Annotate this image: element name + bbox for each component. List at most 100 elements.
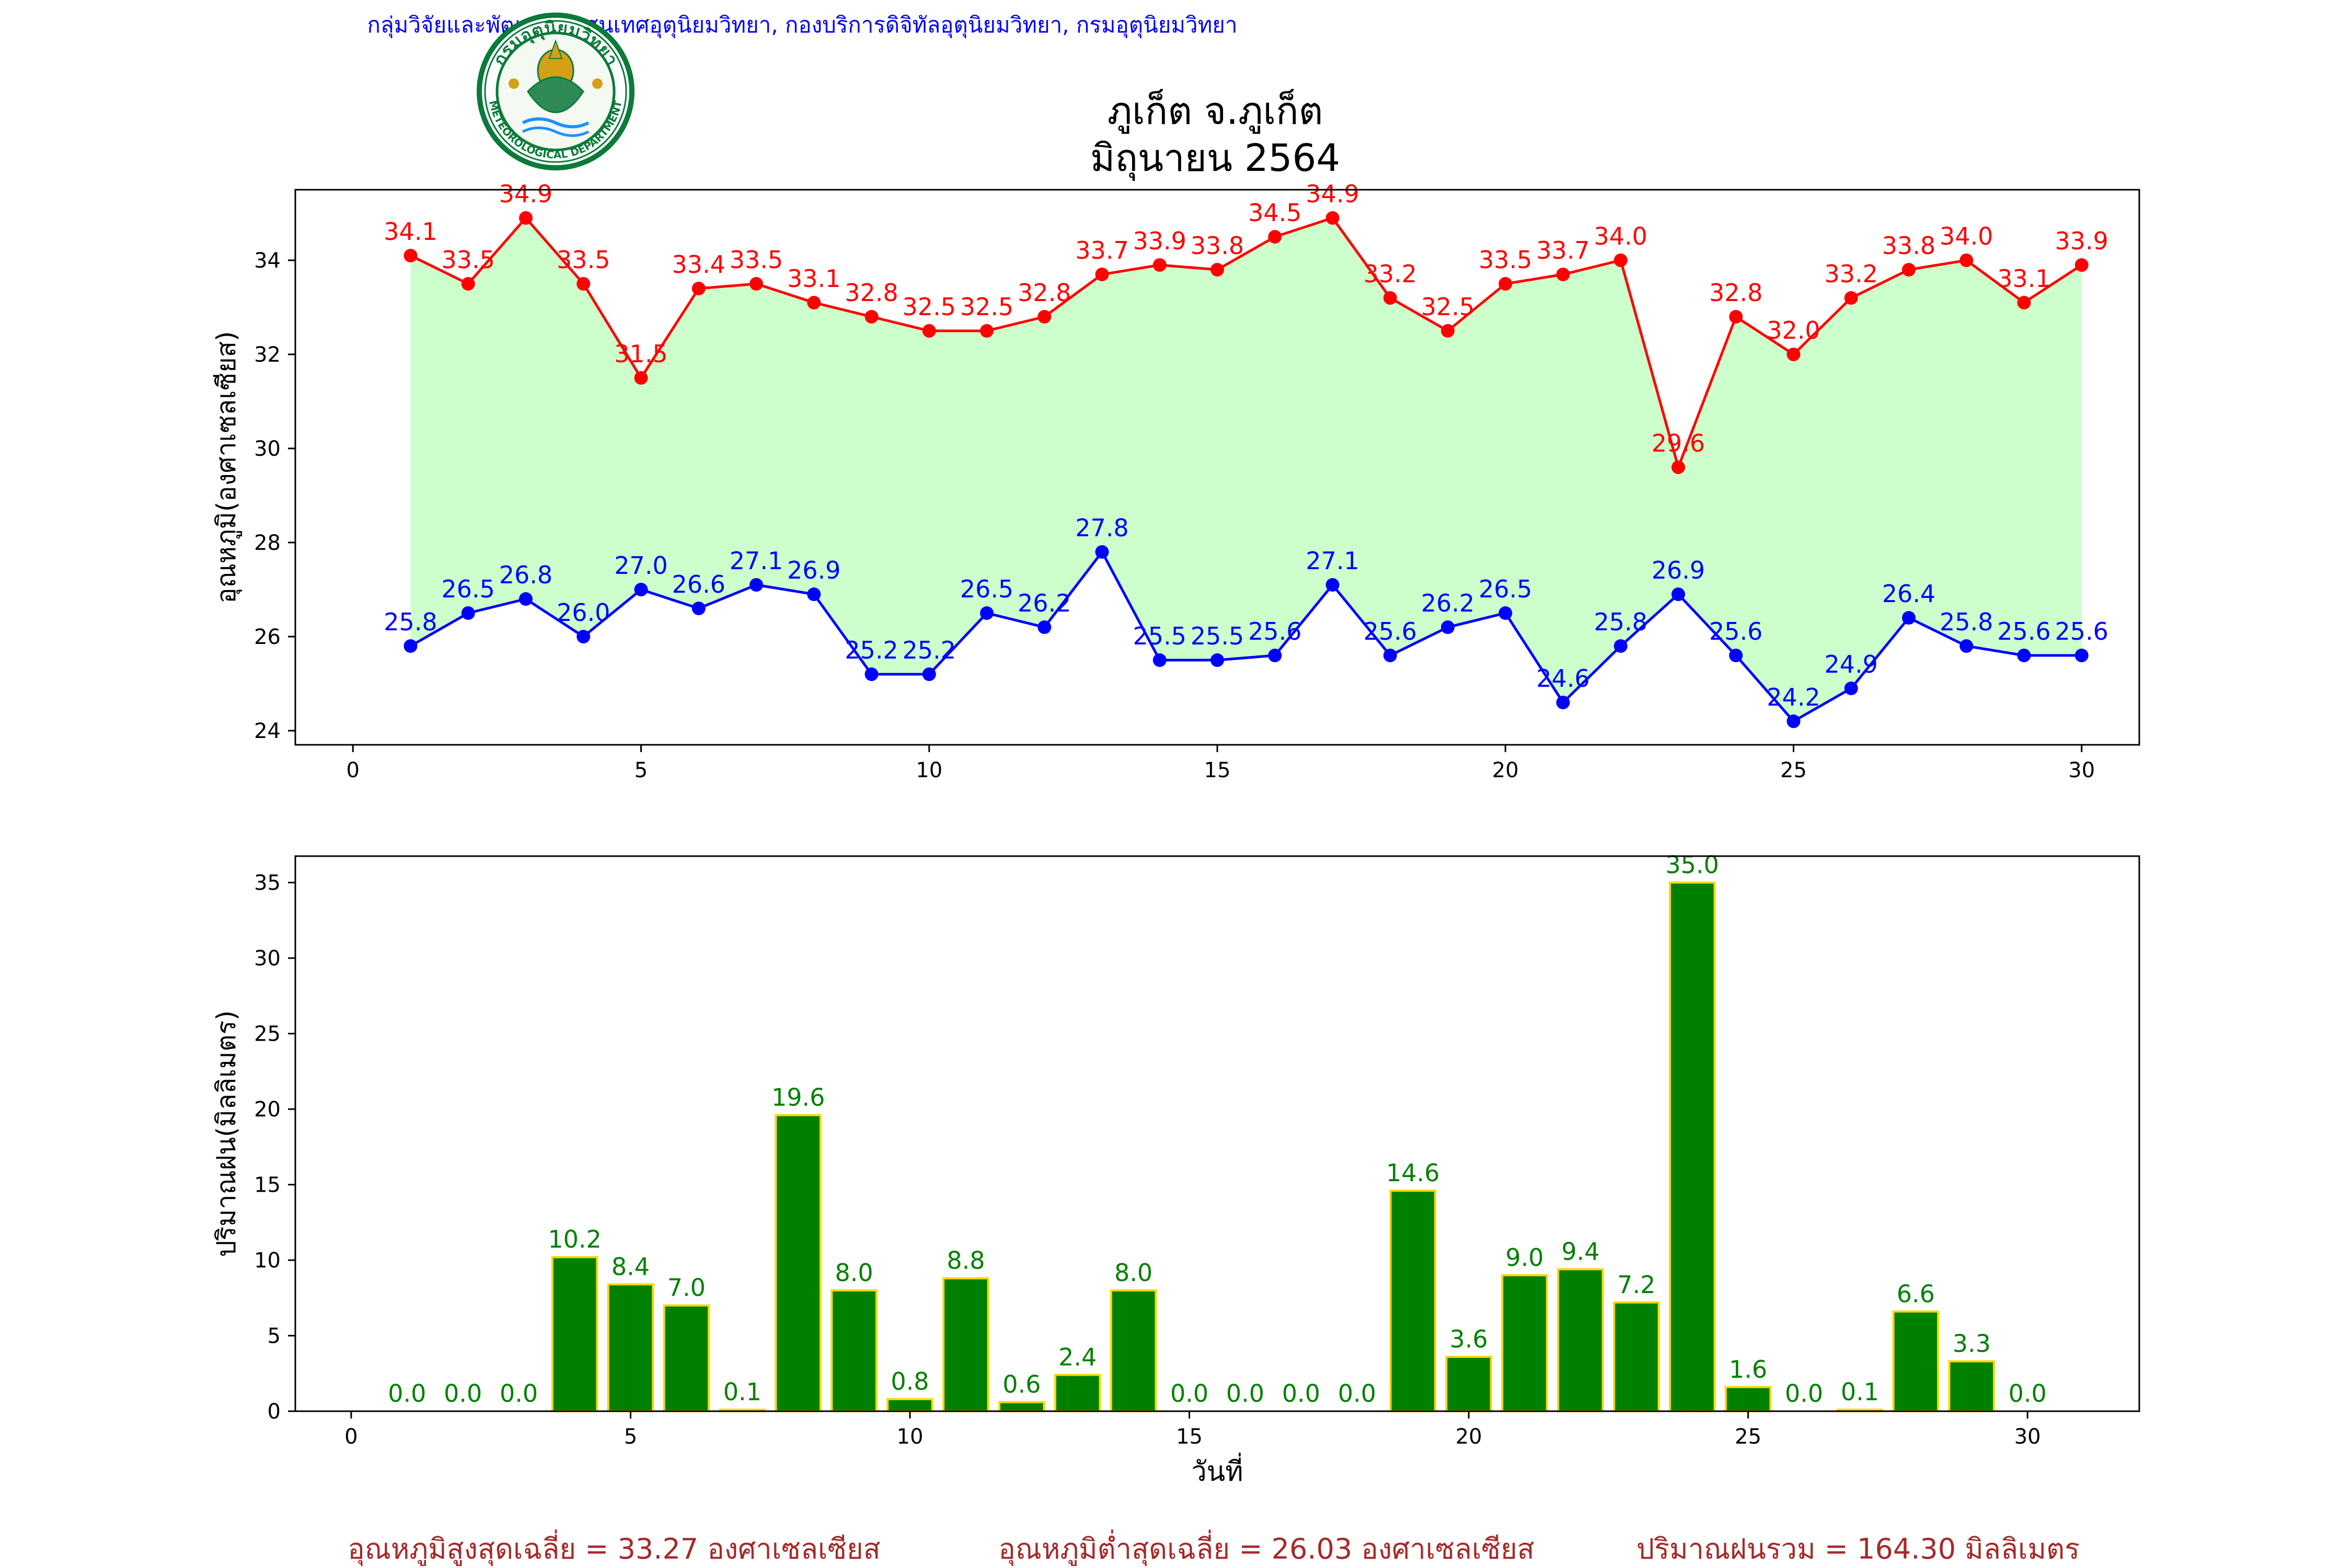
temperature-min-data-label: 27.1: [730, 547, 783, 575]
rainfall-bar: [1110, 1289, 1157, 1413]
temperature-max-data-label: 33.5: [1479, 246, 1532, 274]
temperature-max-data-label: 34.5: [1248, 199, 1301, 227]
temperature-y-axis-label: อุณหภูมิ(องศาเซลเซียส): [211, 331, 242, 603]
rainfall-y-tick-label: 20: [254, 1098, 281, 1122]
temperature-max-data-label: 32.5: [903, 293, 956, 321]
temperature-min-point: [1786, 714, 1801, 728]
temperature-min-data-label: 25.8: [384, 608, 437, 636]
temperature-min-data-label: 25.5: [1191, 622, 1244, 650]
summary-total-rain: ปริมาณฝนรวม = 164.30 มิลลิเมตร: [1636, 1532, 2080, 1565]
rainfall-bar: [551, 1256, 598, 1412]
temperature-min-point: [1671, 587, 1685, 601]
temperature-max-data-label: 33.7: [1075, 236, 1128, 264]
temperature-max-data-label: 33.2: [1825, 260, 1878, 288]
temperature-max-point: [1152, 258, 1167, 272]
temperature-max-point: [1441, 324, 1455, 338]
temperature-min-point: [1729, 649, 1743, 662]
temperature-max-point: [1613, 253, 1628, 267]
temperature-max-data-label: 33.9: [2055, 227, 2108, 255]
temperature-max-data-label: 34.9: [499, 180, 552, 208]
temperature-max-data-label: 32.8: [1018, 279, 1071, 307]
temperature-min-data-label: 24.6: [1536, 664, 1589, 693]
rainfall-data-label: 0.0: [1170, 1379, 1208, 1408]
temperature-x-tick-label: 5: [635, 758, 648, 782]
rainfall-x-tick-label: 30: [2014, 1425, 2041, 1449]
rainfall-data-label: 0.0: [1282, 1379, 1320, 1408]
temperature-max-data-label: 34.1: [384, 217, 437, 246]
temperature-max-point: [1671, 460, 1685, 474]
temperature-min-data-label: 25.6: [2055, 617, 2108, 645]
temperature-max-data-label: 32.8: [1709, 279, 1762, 307]
temperature-min-data-label: 25.2: [845, 636, 898, 664]
rainfall-x-tick-label: 25: [1735, 1425, 1761, 1449]
temperature-max-line: [410, 216, 2083, 471]
temperature-y-tick-label: 34: [254, 249, 281, 273]
temperature-max-data-label: 33.9: [1133, 227, 1186, 255]
temperature-max-point: [1556, 268, 1570, 281]
rainfall-bar: [886, 1398, 933, 1412]
rainfall-bar: [1054, 1374, 1101, 1413]
temperature-min-point: [1844, 682, 1858, 695]
temperature-max-point: [1786, 348, 1801, 361]
temperature-max-data-label: 33.2: [1364, 260, 1417, 288]
temperature-y-tick-label: 32: [254, 343, 281, 367]
temperature-min-data-label: 25.6: [1997, 617, 2050, 645]
temperature-min-data-label: 26.5: [442, 575, 495, 603]
temperature-min-data-label: 26.5: [1479, 575, 1532, 603]
temperature-max-point: [1325, 211, 1340, 225]
rainfall-bar: [1724, 1386, 1772, 1413]
temperature-max-point: [2017, 296, 2031, 309]
rainfall-y-tick-label: 0: [268, 1400, 281, 1424]
temperature-max-data-label: 33.1: [1997, 264, 2050, 293]
temperature-max-point: [461, 277, 475, 291]
rainfall-y-axis-label: ปริมาณฝน(มิลลิเมตร): [211, 1010, 241, 1257]
temperature-max-point: [691, 282, 706, 295]
temperature-max-data-label: 33.5: [557, 246, 610, 274]
rainfall-data-label: 2.4: [1058, 1343, 1097, 1371]
rainfall-data-label: 7.0: [667, 1274, 706, 1302]
temperature-range-fill: [410, 218, 2082, 721]
temperature-min-point: [2017, 649, 2031, 662]
temperature-y-tick-label: 24: [254, 719, 281, 743]
temperature-min-point: [1441, 620, 1455, 634]
chart-title-line1: ภูเก็ต จ.ภูเก็ต: [1108, 89, 1323, 134]
rainfall-y-tick-label: 5: [268, 1324, 281, 1348]
temperature-max-data-label: 32.5: [1421, 293, 1474, 321]
temperature-min-data-label: 25.6: [1709, 617, 1762, 645]
temperature-min-data-label: 27.0: [614, 551, 667, 580]
temperature-max-data-label: 34.9: [1306, 180, 1359, 208]
temperature-min-data-label: 25.6: [1364, 617, 1417, 645]
rainfall-x-axis-label: วันที่: [1191, 1452, 1243, 1488]
temperature-max-data-label: 34.0: [1940, 222, 1993, 250]
temperature-min-data-label: 26.2: [1421, 589, 1474, 617]
temperature-min-data-label: 27.8: [1075, 514, 1128, 542]
rainfall-data-label: 0.0: [444, 1379, 482, 1408]
rainfall-data-label: 19.6: [771, 1083, 825, 1112]
rainfall-y-tick-label: 25: [254, 1022, 281, 1046]
rainfall-y-tick-label: 30: [254, 947, 281, 971]
rainfall-data-label: 8.8: [947, 1247, 985, 1275]
temperature-min-point: [519, 592, 533, 606]
temperature-min-point: [922, 667, 936, 681]
temperature-min-data-label: 26.9: [787, 556, 840, 584]
temperature-max-data-label: 33.1: [787, 264, 840, 293]
rainfall-data-label: 1.6: [1729, 1355, 1767, 1383]
organization-header: กลุ่มวิจัยและพัฒนาสารสนเทศอุตุนิยมวิทยา,…: [367, 12, 1237, 39]
summary-avg-max: อุณหภูมิสูงสุดเฉลี่ย = 33.27 องศาเซลเซีย…: [348, 1529, 880, 1566]
rainfall-data-label: 14.6: [1386, 1159, 1439, 1187]
temperature-max-point: [1383, 291, 1397, 305]
rainfall-data-label: 0.6: [1002, 1370, 1041, 1399]
summary-avg-min: อุณหภูมิต่ำสุดเฉลี่ย = 26.03 องศาเซลเซีย…: [998, 1529, 1534, 1566]
rainfall-data-label: 8.0: [1114, 1259, 1152, 1287]
temperature-max-data-label: 34.0: [1594, 222, 1647, 250]
rainfall-data-label: 35.0: [1666, 851, 1719, 879]
temperature-min-data-label: 26.2: [1018, 589, 1071, 617]
temperature-max-point: [980, 324, 994, 338]
temperature-max-point: [403, 249, 418, 262]
rainfall-data-label: 0.0: [1338, 1379, 1376, 1408]
rainfall-bar: [831, 1289, 878, 1413]
rainfall-bar: [998, 1401, 1045, 1412]
temperature-min-point: [1325, 578, 1340, 592]
temperature-max-point: [864, 310, 879, 324]
